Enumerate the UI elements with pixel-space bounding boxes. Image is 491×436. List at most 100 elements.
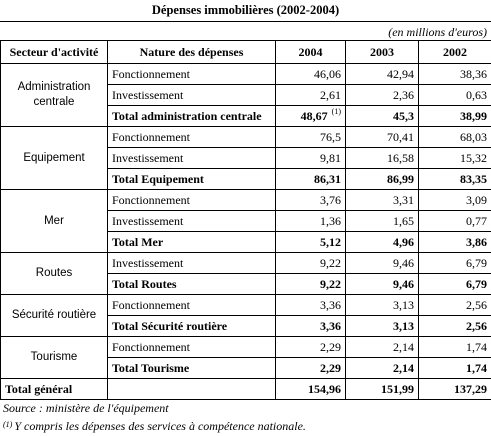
value-cell: 9,22 (275, 273, 346, 295)
value-cell: 15,32 (418, 147, 491, 169)
value: 2,56 (466, 298, 487, 312)
sector-cell: Sécurité routière (0, 294, 108, 337)
value-cell: 16,58 (345, 147, 419, 169)
value-cell: 70,41 (345, 126, 419, 148)
value: 38,36 (460, 67, 487, 81)
grand-total-value: 154,96 (275, 378, 346, 400)
value: 83,35 (460, 172, 487, 186)
value-cell: 9,46 (345, 252, 419, 274)
value-cell: 3,76 (275, 189, 346, 211)
value: 6,79 (466, 277, 487, 291)
value-cell: 3,36 (275, 294, 346, 316)
value: 9,81 (320, 151, 341, 165)
value: 2,29 (320, 340, 341, 354)
rule (0, 21, 491, 22)
value: 3,13 (393, 298, 414, 312)
value-cell: 2,29 (275, 357, 346, 379)
value-cell: 2,36 (345, 84, 419, 106)
total-row: Total Tourisme 2,29 2,14 1,74 (1, 357, 491, 379)
value: 3,36 (320, 298, 341, 312)
value: 15,32 (460, 151, 487, 165)
row: Mer Fonctionnement 3,76 3,31 3,09 (0, 189, 491, 253)
value-cell: 0,77 (418, 210, 491, 232)
row: Equipement Fonctionnement 76,5 70,41 68,03 (0, 126, 491, 190)
value: 38,99 (460, 109, 487, 123)
value-cell: 38,36 (418, 63, 491, 85)
value-cell: 3,13 (345, 315, 419, 337)
value: 1,65 (393, 214, 414, 228)
nature-cell: Fonctionnement (107, 63, 276, 85)
value: 2,14 (393, 361, 414, 375)
value: 5,12 (320, 235, 341, 249)
value: 4,96 (393, 235, 414, 249)
value: 2,56 (466, 319, 487, 333)
nature-cell: Total Equipement (107, 168, 276, 190)
total-row: Total Sécurité routière 3,36 3,13 2,56 (1, 315, 491, 337)
total-row: Total Equipement 86,31 86,99 83,35 (1, 168, 491, 190)
value-cell: 86,99 (345, 168, 419, 190)
sector-cell: Routes (0, 252, 108, 295)
value: 2,14 (393, 340, 414, 354)
value-cell: 2,61 (275, 84, 346, 106)
grand-total-value: 137,29 (418, 378, 491, 400)
grand-total-value: 151,99 (345, 378, 419, 400)
total-row: Total Routes 9,22 9,46 6,79 (1, 273, 491, 295)
value: 3,36 (320, 319, 341, 333)
value: 3,09 (466, 193, 487, 207)
value: 1,74 (466, 340, 487, 354)
value-cell: 42,94 (345, 63, 419, 85)
nature-cell: Total Routes (107, 273, 276, 295)
nature-cell: Investissement (107, 210, 276, 232)
value: 2,36 (393, 88, 414, 102)
value-cell: 2,29 (275, 336, 346, 358)
value: 9,46 (393, 256, 414, 270)
value: 3,13 (393, 319, 414, 333)
value: 2,61 (320, 88, 341, 102)
nature-cell: Total administration centrale (107, 105, 276, 127)
value-cell: 48,67 (1) (275, 105, 346, 127)
column-header: Nature des dépenses (107, 40, 276, 64)
sector-cell: Tourisme (0, 336, 108, 379)
column-header: Secteur d'activité (0, 40, 108, 64)
value: 3,76 (320, 193, 341, 207)
value: 86,99 (387, 172, 414, 186)
value: 1,36 (320, 214, 341, 228)
footnote: (1) Y compris les dépenses des services à… (3, 419, 306, 434)
value-cell: 76,5 (275, 126, 346, 148)
sector-cell: Equipement (0, 126, 108, 190)
value: 48,67 (300, 109, 328, 123)
grand-total-label: Total général (0, 378, 108, 400)
row: Administration centrale Fonctionnement 46,… (0, 63, 491, 127)
value: 2,29 (320, 361, 341, 375)
value-cell: 2,56 (418, 294, 491, 316)
value-cell: 3,31 (345, 189, 419, 211)
value: 86,31 (314, 172, 341, 186)
column-header: 2004 (275, 40, 346, 64)
sector-cell: Administration centrale (0, 63, 108, 127)
value: 6,79 (466, 256, 487, 270)
value-cell: 9,46 (345, 273, 419, 295)
value-cell: 5,12 (275, 231, 346, 253)
value: 3,31 (393, 193, 414, 207)
value: 0,63 (466, 88, 487, 102)
value: 0,77 (466, 214, 487, 228)
column-header: 2002 (418, 40, 491, 64)
value-cell: 83,35 (418, 168, 491, 190)
row: Investissement 2,61 2,36 0,63 (1, 84, 491, 106)
value-cell: 6,79 (418, 273, 491, 295)
table-body: Administration centrale Fonctionnement 46,… (0, 63, 491, 400)
expense-table: Secteur d'activité Nature des dépenses 200… (0, 40, 491, 400)
value-cell: 0,63 (418, 84, 491, 106)
row: Routes Investissement 9,22 9,46 6,79 (0, 252, 491, 295)
unit: (en millions d'euros) (388, 25, 487, 39)
value-cell: 86,31 (275, 168, 346, 190)
source: Source : ministère de l'équipement (3, 401, 169, 415)
row: Investissement 9,81 16,58 15,32 (1, 147, 491, 169)
value: 9,46 (393, 277, 414, 291)
sector-cell: Mer (0, 189, 108, 253)
total-row: Total administration centrale 48,67 (1) 45,… (1, 105, 491, 127)
empty-cell (107, 378, 276, 400)
value: 42,94 (387, 67, 414, 81)
value-cell: 1,74 (418, 336, 491, 358)
